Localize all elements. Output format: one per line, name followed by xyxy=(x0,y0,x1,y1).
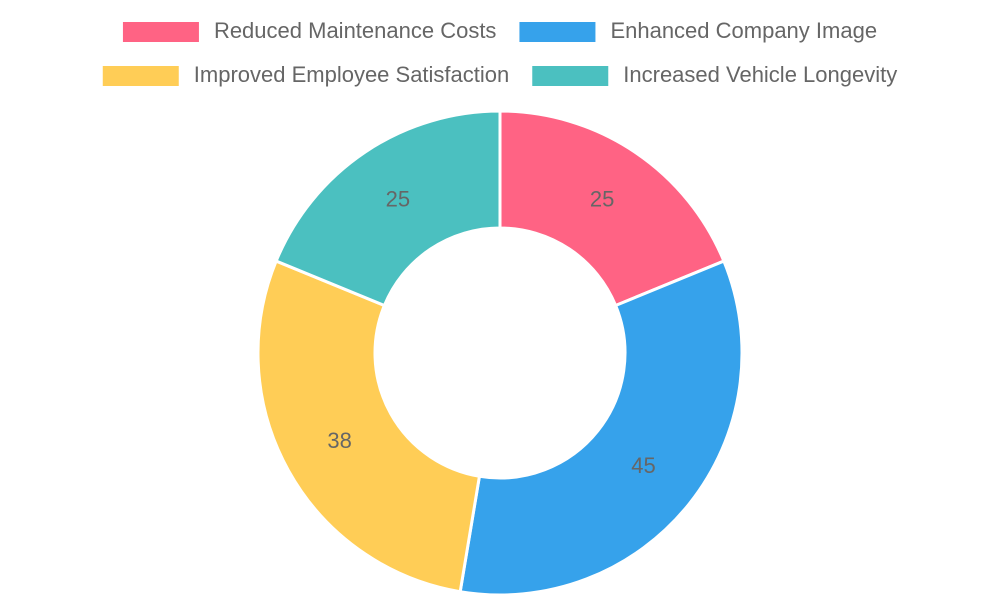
legend-item: Enhanced Company Image xyxy=(519,18,877,43)
slice xyxy=(498,109,726,308)
legend-label: Increased Vehicle Longevity xyxy=(623,62,897,87)
legend-label: Enhanced Company Image xyxy=(610,18,877,43)
value-label: 25 xyxy=(386,186,410,211)
legend-swatch xyxy=(102,66,179,86)
legend-label: Improved Employee Satisfaction xyxy=(194,62,510,87)
legend-swatch xyxy=(532,66,609,86)
legend-item: Reduced Maintenance Costs xyxy=(122,18,497,43)
legend-label: Reduced Maintenance Costs xyxy=(214,18,497,43)
value-label: 38 xyxy=(327,428,351,453)
legend-item: Increased Vehicle Longevity xyxy=(532,62,897,87)
legend-swatch xyxy=(519,22,596,42)
slice xyxy=(274,109,502,308)
legend-swatch xyxy=(122,22,199,42)
value-label: 45 xyxy=(631,453,655,478)
value-label: 25 xyxy=(590,186,614,211)
legend-item: Improved Employee Satisfaction xyxy=(102,62,510,87)
slice xyxy=(256,259,482,594)
slice xyxy=(458,259,744,597)
